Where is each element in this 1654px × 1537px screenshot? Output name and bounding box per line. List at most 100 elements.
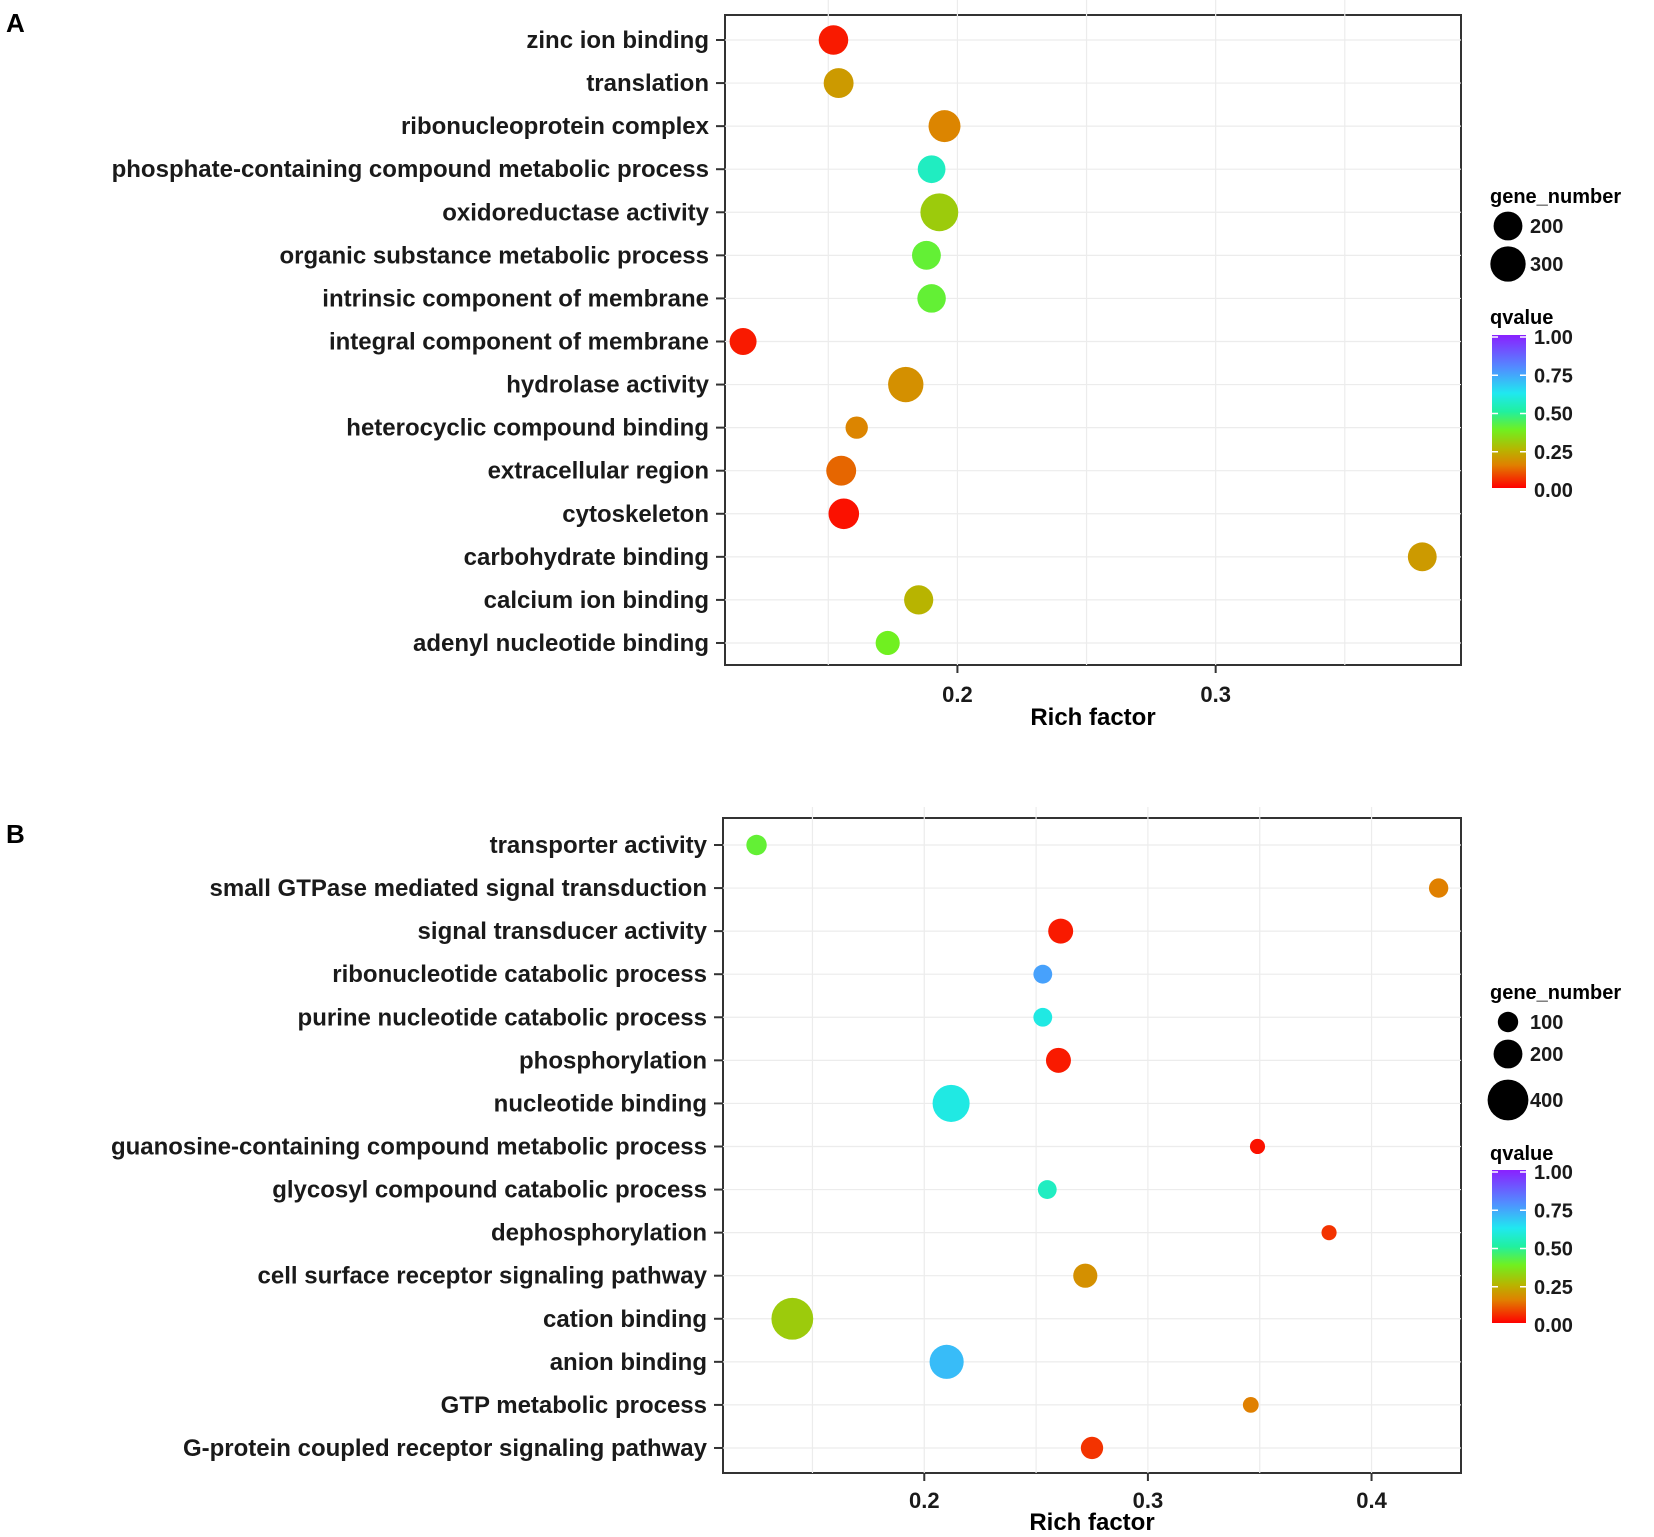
x-tick-label: 0.2 (942, 682, 973, 707)
colorbar-label: 0.25 (1534, 1277, 1573, 1299)
colorbar-label: 0.00 (1534, 480, 1573, 502)
data-point (1048, 918, 1074, 944)
data-point (1428, 878, 1449, 898)
points (729, 25, 1437, 656)
colorbar-label: 0.00 (1534, 1315, 1573, 1337)
data-point (1033, 964, 1053, 984)
legend: gene_number 200 300 qvalue 1.00 0.75 0.50 0.… (1490, 186, 1621, 502)
color-legend-title: qvalue (1490, 1143, 1553, 1165)
category-label: cation binding (543, 1306, 707, 1333)
size-legend-label: 200 (1530, 216, 1563, 238)
size-legend-title: gene_number (1490, 982, 1621, 1004)
category-label: purine nucleotide catabolic process (298, 1004, 707, 1031)
panel-a: A zinc ion binding translation ribonucleop… (6, 0, 1621, 731)
x-axis-title: Rich factor (1030, 704, 1155, 731)
category-label: signal transducer activity (418, 918, 708, 945)
category-label: cytoskeleton (562, 501, 709, 528)
x-axis-title: Rich factor (1029, 1509, 1154, 1536)
category-label: extracellular region (488, 458, 709, 485)
x-tick-label: 0.3 (1200, 682, 1231, 707)
category-labels: zinc ion binding translation ribonucleopro… (112, 27, 710, 657)
category-label: translation (586, 70, 709, 97)
category-label: G-protein coupled receptor signaling pat… (183, 1435, 708, 1462)
plot-area (724, 14, 1462, 666)
size-legend: 200 300 (1490, 211, 1563, 282)
data-point (1080, 1436, 1104, 1460)
size-legend-dot (1490, 246, 1526, 282)
data-point (1037, 1180, 1057, 1199)
data-point (928, 110, 961, 143)
colorbar-label: 0.75 (1534, 1200, 1573, 1222)
category-label: heterocyclic compound binding (346, 415, 709, 442)
panel-b: B transporter activity small GTPase media… (6, 806, 1621, 1536)
category-label: organic substance metabolic process (280, 242, 709, 269)
color-ticks: 1.00 0.75 0.50 0.25 0.00 (1492, 1162, 1573, 1337)
colorbar-label: 1.00 (1534, 1162, 1573, 1184)
category-label: GTP metabolic process (441, 1392, 707, 1419)
x-tick-labels: 0.2 0.3 (942, 665, 1231, 707)
data-point (904, 585, 934, 615)
category-label: glycosyl compound catabolic process (272, 1177, 707, 1204)
points (746, 834, 1449, 1460)
x-tick-label: 0.4 (1356, 1488, 1387, 1513)
colorbar-label: 0.75 (1534, 365, 1573, 387)
data-point (912, 240, 941, 270)
size-legend-label: 400 (1530, 1090, 1563, 1112)
data-point (1321, 1225, 1337, 1241)
size-legend-title: gene_number (1490, 186, 1621, 208)
data-point (929, 1344, 964, 1379)
data-point (932, 1084, 970, 1122)
data-point (746, 834, 767, 856)
legend: gene_number 100 200 400 qvalue 1.00 0.75 0.5… (1487, 982, 1621, 1337)
data-point (729, 327, 757, 355)
data-point (1073, 1263, 1098, 1288)
panel-letter: A (6, 8, 25, 38)
size-legend-dot (1497, 1011, 1519, 1033)
data-point (917, 155, 946, 184)
data-point (888, 366, 924, 403)
y-ticks (714, 844, 723, 1449)
data-point (1242, 1397, 1259, 1413)
category-label: integral component of membrane (329, 328, 709, 355)
color-ticks: 1.00 0.75 0.50 0.25 0.00 (1492, 327, 1573, 502)
category-label: ribonucleoprotein complex (401, 113, 710, 140)
data-point (1249, 1138, 1266, 1155)
x-tick-labels: 0.2 0.3 0.4 (909, 1473, 1388, 1513)
x-tick-label: 0.3 (1133, 1488, 1164, 1513)
grid (723, 806, 1461, 1473)
qvalue-colorbar (1492, 1170, 1526, 1323)
category-label: nucleotide binding (494, 1090, 707, 1117)
size-legend-dot (1493, 1039, 1523, 1069)
panel-letter: B (6, 819, 25, 849)
size-legend-label: 300 (1530, 254, 1563, 276)
colorbar-label: 0.50 (1534, 404, 1573, 426)
data-point (1407, 542, 1437, 572)
category-labels: transporter activity small GTPase mediate… (111, 832, 708, 1462)
data-point (828, 498, 860, 530)
size-legend-label: 200 (1530, 1044, 1563, 1066)
data-point (845, 416, 868, 439)
category-label: phosphate-containing compound metabolic … (112, 156, 709, 183)
category-label: ribonucleotide catabolic process (332, 961, 707, 988)
size-legend: 100 200 400 (1487, 1011, 1563, 1121)
category-label: carbohydrate binding (464, 544, 709, 571)
category-label: calcium ion binding (484, 587, 709, 614)
category-label: oxidoreductase activity (442, 199, 709, 226)
size-legend-label: 100 (1530, 1012, 1563, 1034)
data-point (917, 284, 946, 313)
category-label: zinc ion binding (526, 27, 709, 54)
category-label: phosphorylation (519, 1047, 707, 1074)
y-ticks (716, 39, 725, 644)
data-point (826, 455, 857, 486)
color-legend-title: qvalue (1490, 307, 1553, 329)
category-label: guanosine-containing compound metabolic … (111, 1133, 707, 1160)
category-label: dephosphorylation (491, 1220, 707, 1247)
data-point (771, 1297, 814, 1340)
data-point (920, 193, 959, 232)
qvalue-colorbar (1492, 335, 1526, 488)
size-legend-dot (1487, 1079, 1529, 1121)
colorbar-label: 0.50 (1534, 1239, 1573, 1261)
plot-area (722, 817, 1462, 1474)
data-point (1033, 1007, 1053, 1027)
